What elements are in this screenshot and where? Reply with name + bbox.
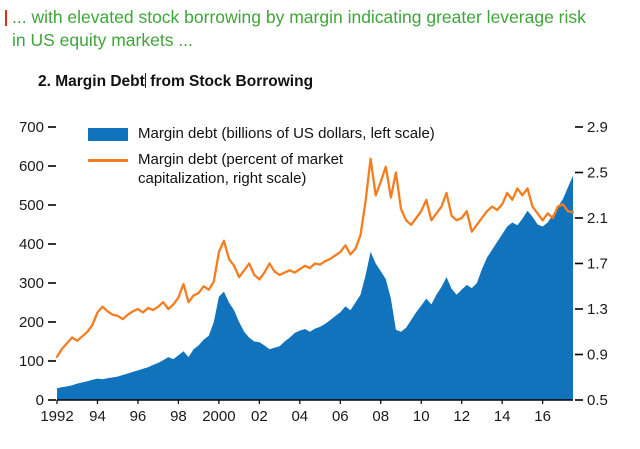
tick-label: 96 [130,408,147,425]
figure-caption: ... with elevated stock borrowing by mar… [12,7,586,50]
tick-label: 06 [332,408,349,425]
tick-label: 0 [36,392,44,409]
tick-label: 98 [170,408,187,425]
tick-label: 2000 [202,408,235,425]
tick-label: 700 [19,119,44,136]
tick-label: 200 [19,314,44,331]
text-cursor [144,73,147,88]
tick-label: 2.1 [587,210,608,227]
tick-label: 1.3 [587,301,608,318]
figure-title: 2. Margin Debt from Stock Borrowing [38,73,313,91]
legend-label-percent: Margin debt (percent of market capitaliz… [138,150,344,187]
figure-title-part2: from Stock Borrowing [150,73,314,90]
tick-label: 600 [19,158,44,175]
chart-area: 0 100 200 300 400 500 600 700 0.5 0.9 1.3 1.7 2.1 2.5… [0,101,640,449]
tick-label: 12 [453,408,470,425]
figure-title-part1: 2. Margin Debt [38,73,145,90]
tick-label: 2.5 [587,165,608,182]
blue-area-swatch [88,128,128,141]
tick-label: 500 [19,197,44,214]
margin-debt-area [57,175,573,400]
tick-label: 16 [534,408,551,425]
tick-label: 14 [494,408,511,425]
legend-item-percent: Margin debt (percent of market capitaliz… [88,151,435,189]
tick-label: 1992 [40,408,73,425]
legend-label-margin-debt: Margin debt (billions of US dollars, lef… [138,125,435,142]
red-caret-marker [5,10,7,26]
tick-label: 0.9 [587,347,608,364]
tick-label: 94 [89,408,106,425]
chart-legend: Margin debt (billions of US dollars, lef… [88,125,435,195]
percent-of-market-cap-line [55,157,575,358]
tick-label: 04 [291,408,308,425]
tick-label: 02 [251,408,268,425]
orange-line-swatch [88,158,128,162]
tick-label: 300 [19,275,44,292]
tick-label: 400 [19,236,44,253]
tick-label: 2.9 [587,119,608,136]
tick-label: 08 [372,408,389,425]
tick-label: 10 [413,408,430,425]
margin-debt-chart: 0 100 200 300 400 500 600 700 0.5 0.9 1.3 1.7 2.1 2.5… [19,119,608,425]
tick-label: 1.7 [587,256,608,273]
tick-label: 0.5 [587,392,608,409]
legend-item-margin-debt: Margin debt (billions of US dollars, lef… [88,125,435,144]
tick-label: 100 [19,353,44,370]
